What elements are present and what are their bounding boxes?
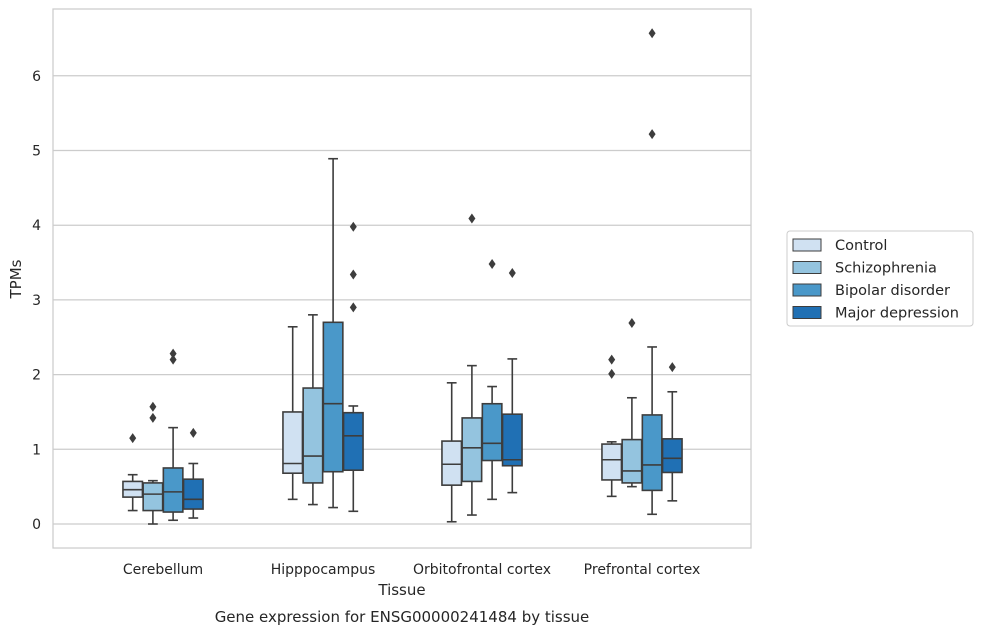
outlier-point xyxy=(169,354,177,365)
box-body xyxy=(501,413,523,467)
box-body xyxy=(641,414,663,492)
outlier-point xyxy=(648,28,656,39)
box xyxy=(461,213,483,516)
outlier-point xyxy=(608,368,616,379)
box xyxy=(342,221,364,513)
y-tick-labels: 0 1 2 3 4 5 6 xyxy=(32,69,41,533)
box xyxy=(182,427,204,519)
box xyxy=(501,268,523,494)
outlier-point xyxy=(608,354,616,365)
y-tick-label: 2 xyxy=(32,368,41,384)
box xyxy=(661,362,683,502)
x-tick-label: Prefrontal cortex xyxy=(584,562,701,578)
outlier-point xyxy=(349,269,357,280)
outlier-point xyxy=(488,259,496,270)
outlier-point xyxy=(149,412,157,423)
box-body xyxy=(441,440,463,486)
x-tick-label: Orbitofrontal cortex xyxy=(413,562,551,578)
box xyxy=(641,28,663,516)
legend-swatch xyxy=(792,283,822,297)
outlier-point xyxy=(149,401,157,412)
y-tick-label: 1 xyxy=(32,442,41,458)
chart-title: Gene expression for ENSG00000241484 by t… xyxy=(215,608,590,626)
series-group xyxy=(162,28,663,522)
y-tick-label: 5 xyxy=(32,144,41,160)
plot-frame xyxy=(52,8,752,549)
outlier-point xyxy=(468,213,476,224)
legend-swatch xyxy=(792,261,822,274)
box-body xyxy=(601,443,623,481)
outlier-point xyxy=(628,318,636,329)
outlier-point xyxy=(648,129,656,140)
box xyxy=(162,348,184,522)
box-body xyxy=(322,321,344,473)
box xyxy=(282,325,304,501)
x-tick-label: Hipppocampus xyxy=(271,562,376,578)
outlier-point xyxy=(508,268,516,279)
box-body xyxy=(142,482,164,512)
legend: Control Schizophrenia Bipolar disorder Majo… xyxy=(786,230,974,327)
box xyxy=(302,314,324,506)
box-series xyxy=(122,28,683,525)
y-tick-label: 3 xyxy=(32,293,41,309)
y-tick-label: 4 xyxy=(32,218,41,234)
box-body xyxy=(461,417,483,483)
y-tick-label: 6 xyxy=(32,69,41,85)
box-body xyxy=(481,402,503,462)
legend-label: Bipolar disorder xyxy=(835,283,950,299)
box xyxy=(441,382,463,523)
y-axis-title: TPMs xyxy=(7,259,25,299)
box-body xyxy=(621,438,643,484)
legend-item: Bipolar disorder xyxy=(792,283,950,299)
x-axis-title: Tissue xyxy=(377,581,425,599)
box-body xyxy=(661,438,683,474)
outlier-point xyxy=(169,348,177,359)
outlier-point xyxy=(129,433,137,444)
legend-item: Major depression xyxy=(792,306,959,322)
legend-frame xyxy=(786,230,974,327)
series-group xyxy=(122,325,623,523)
box-body xyxy=(342,411,364,472)
outlier-point xyxy=(189,427,197,438)
legend-label: Schizophrenia xyxy=(835,261,937,277)
legend-label: Major depression xyxy=(835,306,959,322)
series-group xyxy=(182,221,683,519)
outlier-point xyxy=(668,362,676,373)
legend-item: Control xyxy=(792,238,887,254)
legend-swatch xyxy=(792,238,822,252)
outlier-point xyxy=(349,302,357,313)
x-tick-labels: Cerebellum Hipppocampus Orbitofrontal cort… xyxy=(123,562,700,578)
box xyxy=(142,401,164,525)
box-body xyxy=(162,467,184,513)
legend-swatch xyxy=(792,306,822,319)
y-gridlines xyxy=(53,75,751,525)
outlier-point xyxy=(349,221,357,232)
y-tick-label: 0 xyxy=(32,517,41,533)
x-tick-label: Cerebellum xyxy=(123,562,203,578)
box-body xyxy=(302,387,324,484)
box-body xyxy=(182,478,204,510)
legend-item: Schizophrenia xyxy=(792,261,937,277)
box xyxy=(601,354,623,498)
box xyxy=(322,157,344,509)
legend-label: Control xyxy=(835,238,887,254)
